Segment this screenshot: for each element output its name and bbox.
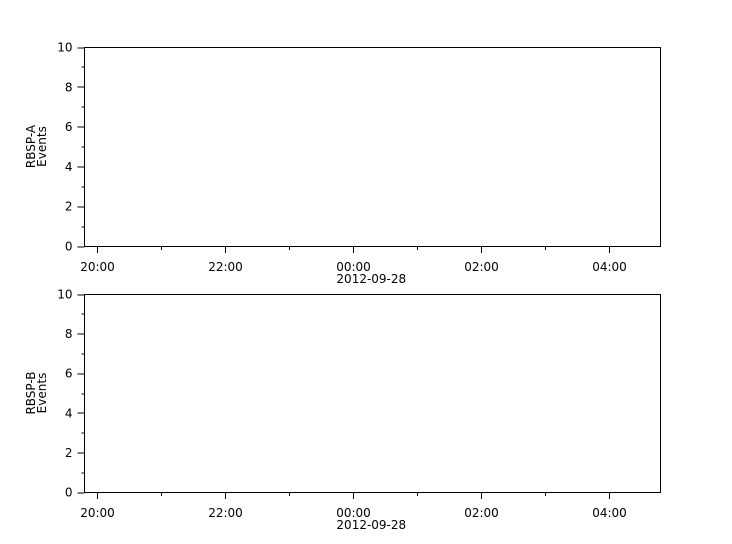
x-tick-label: 04:00 [592, 506, 627, 520]
plot-frame [84, 47, 661, 247]
y-tick-label: 0 [65, 240, 73, 254]
x-tick-label: 20:00 [80, 260, 115, 274]
x-tick-label: 04:00 [592, 260, 627, 274]
panel-2: 0 2 4 6 8 10 20:00 22:00 00:00 02:00 04:00 2012-09-… [24, 288, 661, 532]
y-tick-label: 2 [65, 446, 73, 460]
x-tick-label: 22:00 [208, 506, 243, 520]
y-tick-label: 6 [65, 367, 73, 381]
y-tick-label: 2 [65, 200, 73, 214]
x-axis-label: 2012-09-28 [336, 518, 406, 532]
x-tick-label: 00:00 [336, 506, 371, 520]
y-axis-label-line2: Events [35, 373, 49, 414]
y-tick-label: 4 [65, 160, 73, 174]
x-tick-label: 20:00 [80, 506, 115, 520]
y-axis-label-line1: RBSP-B [24, 371, 38, 414]
panel-1: 0 2 4 6 8 10 20:00 22:00 00:00 02:00 04:00 2012-09-… [24, 41, 661, 286]
y-tick-label: 4 [65, 406, 73, 420]
y-axis-label-line1: RBSP-A [24, 124, 38, 168]
plot-frame [84, 294, 661, 493]
y-tick-label: 6 [65, 120, 73, 134]
x-tick-label: 00:00 [336, 260, 371, 274]
x-tick-label: 02:00 [464, 260, 499, 274]
y-tick-label: 0 [65, 486, 73, 500]
x-tick-label: 02:00 [464, 506, 499, 520]
y-tick-label: 8 [65, 80, 73, 94]
y-tick-label: 10 [57, 41, 72, 55]
x-tick-label: 22:00 [208, 260, 243, 274]
y-axis-label-line2: Events [35, 126, 49, 167]
y-tick-label: 10 [57, 288, 72, 302]
x-axis-label: 2012-09-28 [336, 272, 406, 286]
y-tick-label: 8 [65, 327, 73, 341]
